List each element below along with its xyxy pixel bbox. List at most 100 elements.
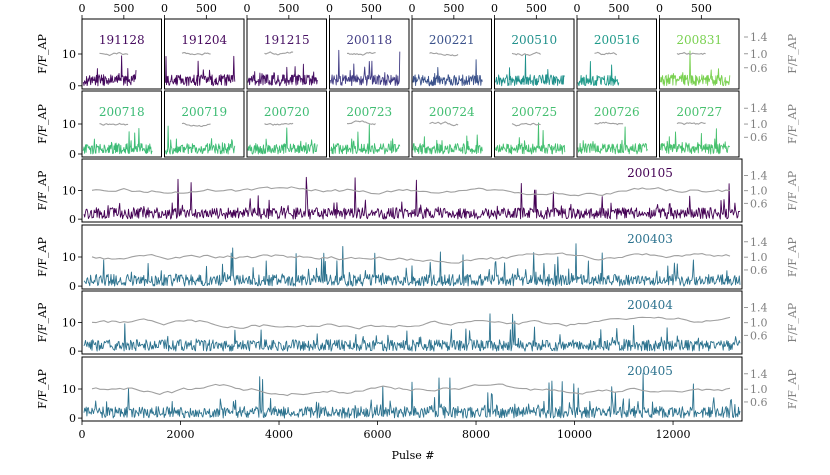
- x-tick-label: 8000: [462, 428, 490, 441]
- x-tick-label: 2000: [167, 428, 195, 441]
- top-tick-label: 500: [361, 2, 382, 15]
- panel-date-label: 200403: [627, 232, 673, 246]
- top-tick-label: 0: [656, 2, 663, 15]
- right-tick-label: 0.6: [750, 131, 768, 144]
- wide-panel-200405: 200405: [81, 356, 743, 422]
- x-tick-label: 12000: [656, 428, 691, 441]
- wide-panel-200404: 200404: [81, 290, 743, 355]
- signal-trace: [330, 124, 401, 155]
- trend-line: [594, 51, 618, 56]
- panel-frame: [494, 18, 575, 90]
- wide-panel-200403: 200403: [81, 224, 743, 290]
- trend-line: [346, 120, 376, 126]
- top-tick-label: 500: [526, 2, 547, 15]
- right-axis-label: F/F_AP: [786, 104, 799, 144]
- trend-line: [91, 186, 731, 197]
- y-tick-label: 10: [62, 48, 76, 61]
- top-tick-label: 0: [161, 2, 168, 15]
- panel-date-label: 200118: [346, 33, 392, 47]
- top-tick-label: 0: [244, 2, 251, 15]
- panel-date-label: 200831: [676, 33, 722, 47]
- trend-line: [429, 51, 459, 57]
- small-panel-200516: 200516: [576, 18, 657, 90]
- panel-frame: [329, 90, 410, 158]
- right-axis-label: F/F_AP: [786, 302, 799, 342]
- x-tick-label: 10000: [557, 428, 592, 441]
- panel-frame: [411, 90, 492, 158]
- trend-line: [181, 122, 211, 127]
- y-tick-label: 10: [62, 185, 76, 198]
- right-tick-label: 1.0: [750, 317, 768, 330]
- trend-line: [181, 52, 211, 56]
- small-panel-200724: 200724: [411, 90, 492, 158]
- top-tick-label: 500: [443, 2, 464, 15]
- top-tick-label: 0: [491, 2, 498, 15]
- right-tick-label: 0.6: [750, 264, 768, 277]
- y-tick-label: 0: [69, 412, 76, 425]
- signal-trace: [412, 134, 483, 155]
- right-tick-label: 1.0: [750, 48, 768, 61]
- panel-date-label: 191128: [99, 33, 145, 47]
- panel-frame: [576, 18, 657, 90]
- panel-date-label: 200221: [429, 33, 475, 47]
- small-panel-200720: 200720: [246, 90, 327, 158]
- top-tick-label: 0: [326, 2, 333, 15]
- panel-date-label: 200719: [181, 105, 227, 119]
- x-axis-label: Pulse #: [392, 449, 435, 462]
- trend-line: [676, 51, 706, 56]
- panel-date-label: 191204: [181, 33, 227, 47]
- y-axis-label: F/F_AP: [36, 33, 49, 73]
- right-axis-label: F/F_AP: [786, 237, 799, 277]
- panel-frame: [494, 90, 575, 158]
- panel-frame: [329, 18, 410, 90]
- right-tick-label: 1.4: [750, 302, 768, 315]
- right-axis-label: F/F_AP: [786, 369, 799, 409]
- top-tick-label: 0: [409, 2, 416, 15]
- right-tick-label: 1.4: [750, 31, 768, 44]
- small-panel-200221: 200221: [411, 18, 492, 90]
- right-axis-label: F/F_AP: [786, 170, 799, 210]
- panel-date-label: 200105: [627, 166, 673, 180]
- panel-date-label: 200516: [594, 33, 640, 47]
- panel-frame: [246, 90, 327, 158]
- top-tick-label: 500: [608, 2, 629, 15]
- trend-line: [511, 51, 541, 57]
- y-axis-label: F/F_AP: [36, 170, 49, 210]
- signal-trace: [660, 128, 730, 155]
- right-tick-label: 1.4: [750, 236, 768, 249]
- small-panel-200510: 200510: [494, 18, 575, 90]
- small-panel-191215: 191215: [246, 18, 327, 90]
- y-tick-label: 0: [69, 80, 76, 93]
- small-panel-200118: 200118: [329, 18, 410, 90]
- small-panel-200726: 200726: [576, 90, 657, 158]
- panel-date-label: 200405: [627, 364, 673, 378]
- top-tick-label: 0: [574, 2, 581, 15]
- panel-frame: [246, 18, 327, 90]
- wide-panel-200105: 200105: [81, 158, 743, 223]
- trend-line: [91, 316, 731, 330]
- panel-frame: [659, 90, 740, 158]
- panel-date-label: 200727: [676, 105, 722, 119]
- signal-trace: [330, 49, 401, 87]
- x-tick-label: 4000: [265, 428, 293, 441]
- y-axis-label: F/F_AP: [36, 236, 49, 276]
- trend-line: [99, 52, 129, 57]
- y-axis-label: F/F_AP: [36, 103, 49, 143]
- signal-trace: [247, 127, 318, 155]
- panel-date-label: 200723: [346, 105, 392, 119]
- signal-trace: [83, 372, 741, 419]
- right-tick-label: 0.6: [750, 329, 768, 342]
- right-tick-label: 1.0: [750, 251, 768, 264]
- trend-line: [346, 51, 376, 56]
- panel-date-label: 200725: [511, 105, 557, 119]
- small-panel-200725: 200725: [494, 90, 575, 158]
- small-panel-200719: 200719: [164, 90, 245, 158]
- y-tick-label: 0: [69, 213, 76, 226]
- y-tick-label: 10: [62, 383, 76, 396]
- top-x-axis: 0 500 0 500 0 500 0 500 0 500 0 500 0 500 0 500: [79, 2, 712, 19]
- signal-trace: [165, 55, 236, 87]
- panel-date-label: 200720: [264, 105, 310, 119]
- small-panel-200831: 200831: [659, 18, 740, 90]
- bottom-x-axis: 0 2000 4000 6000 8000 10000 12000: [79, 421, 691, 441]
- trend-line: [99, 122, 129, 126]
